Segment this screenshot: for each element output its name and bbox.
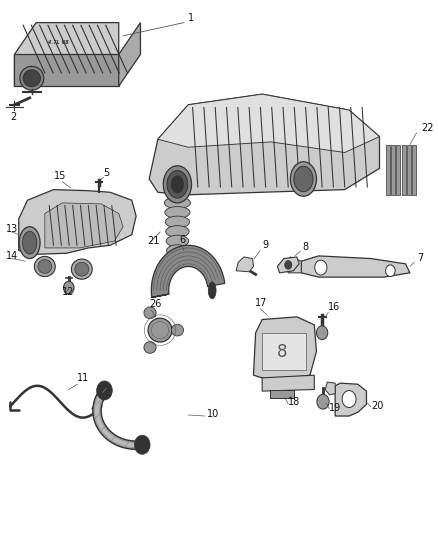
Text: 5: 5	[103, 168, 110, 179]
Bar	[412, 144, 416, 195]
Ellipse shape	[23, 70, 40, 87]
Bar	[396, 144, 400, 195]
Ellipse shape	[20, 66, 44, 90]
Polygon shape	[262, 375, 314, 391]
Text: 22: 22	[421, 123, 433, 133]
Ellipse shape	[290, 162, 317, 196]
Text: 9: 9	[262, 240, 268, 250]
Circle shape	[317, 394, 329, 409]
Text: 18: 18	[288, 398, 300, 407]
Ellipse shape	[167, 254, 188, 266]
Polygon shape	[158, 94, 379, 152]
Ellipse shape	[208, 282, 216, 299]
Ellipse shape	[71, 259, 92, 279]
Text: 1: 1	[188, 13, 194, 23]
Text: 21: 21	[147, 236, 159, 246]
Circle shape	[97, 381, 112, 400]
Bar	[402, 144, 406, 195]
Text: 15: 15	[53, 171, 66, 181]
Circle shape	[317, 326, 328, 340]
Bar	[262, 333, 306, 370]
Text: 10: 10	[207, 409, 219, 418]
Bar	[270, 390, 294, 398]
Text: 14: 14	[6, 251, 18, 261]
Polygon shape	[152, 245, 225, 297]
Ellipse shape	[166, 225, 189, 237]
Bar	[386, 144, 390, 195]
Ellipse shape	[22, 231, 37, 254]
Ellipse shape	[148, 318, 172, 342]
Ellipse shape	[144, 307, 156, 319]
Circle shape	[315, 260, 327, 275]
Text: 8: 8	[276, 343, 287, 361]
Circle shape	[342, 391, 356, 408]
Ellipse shape	[166, 235, 189, 247]
Text: 13: 13	[6, 224, 18, 234]
Ellipse shape	[35, 256, 55, 277]
Ellipse shape	[171, 175, 184, 193]
Bar	[407, 144, 411, 195]
Text: 26: 26	[149, 300, 162, 309]
Polygon shape	[335, 383, 367, 416]
Text: 7: 7	[417, 253, 423, 263]
Ellipse shape	[165, 216, 190, 228]
Text: 16: 16	[328, 302, 340, 312]
Polygon shape	[45, 203, 123, 248]
Text: 11: 11	[78, 373, 90, 383]
Text: 8: 8	[303, 241, 309, 252]
Ellipse shape	[164, 197, 191, 209]
Polygon shape	[119, 22, 141, 86]
Ellipse shape	[19, 227, 40, 259]
Bar	[391, 144, 395, 195]
Ellipse shape	[38, 260, 52, 273]
Circle shape	[64, 281, 74, 294]
Text: 17: 17	[255, 298, 267, 308]
Text: 12: 12	[62, 287, 74, 296]
Text: 4.7L V8: 4.7L V8	[48, 40, 68, 45]
Circle shape	[285, 261, 292, 269]
Polygon shape	[284, 257, 301, 273]
Ellipse shape	[75, 262, 89, 276]
Text: 6: 6	[180, 235, 186, 245]
Polygon shape	[19, 190, 136, 254]
Polygon shape	[236, 257, 254, 272]
Polygon shape	[14, 54, 119, 86]
Ellipse shape	[294, 166, 313, 192]
Text: 19: 19	[329, 403, 341, 413]
Ellipse shape	[144, 342, 156, 353]
Polygon shape	[149, 94, 379, 195]
Circle shape	[134, 435, 150, 454]
Polygon shape	[254, 317, 317, 381]
Ellipse shape	[166, 245, 188, 256]
Circle shape	[385, 265, 395, 277]
Ellipse shape	[165, 207, 190, 218]
Ellipse shape	[167, 171, 188, 198]
Polygon shape	[301, 256, 410, 277]
Polygon shape	[277, 257, 299, 273]
Ellipse shape	[171, 324, 184, 336]
Ellipse shape	[163, 166, 191, 203]
Polygon shape	[14, 22, 119, 86]
Text: 2: 2	[10, 111, 16, 122]
Polygon shape	[325, 382, 335, 395]
Text: 20: 20	[371, 401, 383, 410]
